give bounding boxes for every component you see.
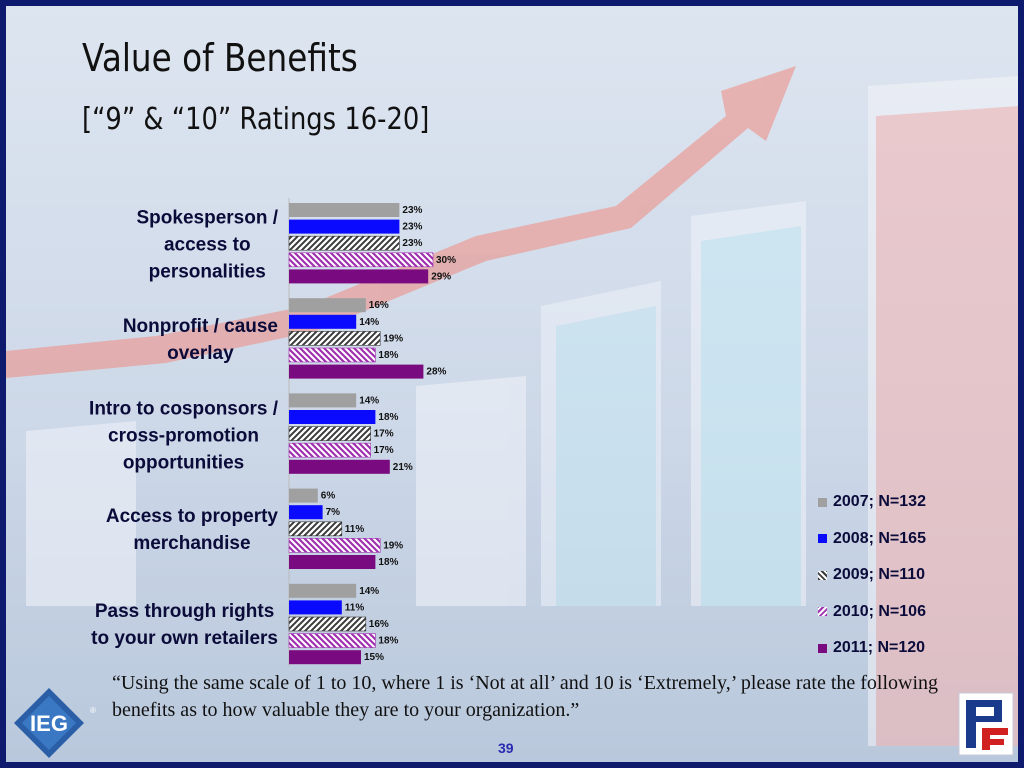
bar-5-2008: [289, 600, 342, 615]
data-label-3-2010: 17%: [374, 445, 394, 456]
legend-swatch-2009: [818, 570, 827, 580]
bar-5-2011: [289, 650, 361, 665]
bar-3-2011: [289, 459, 390, 474]
chart-legend: 2007; N=132 2008; N=165 2009; N=110 2010…: [818, 484, 926, 667]
data-label-1-2007: 23%: [402, 205, 422, 216]
data-label-4-2007: 6%: [321, 491, 336, 502]
slide-subtitle: [“9” & “10” Ratings 16-20]: [82, 102, 430, 137]
legend-swatch-2011: [818, 643, 827, 653]
data-label-2-2011: 28%: [426, 367, 446, 378]
data-label-1-2010: 30%: [436, 255, 456, 266]
bar-3-2007: [289, 393, 357, 408]
category-label-nonprofit: Nonprofit / cause overlay: [122, 316, 278, 364]
bar-4-2008: [289, 505, 323, 520]
data-label-1-2011: 29%: [431, 271, 451, 282]
data-label-4-2008: 7%: [326, 507, 341, 518]
category-label-retailers: Pass through rights to your own retailer…: [91, 601, 278, 649]
data-label-2-2010: 18%: [378, 350, 398, 361]
bar-1-2010: [288, 252, 434, 268]
bar-3-2009: [288, 426, 371, 441]
legend-label-2010: 2010; N=106: [833, 602, 926, 620]
data-label-5-2009: 16%: [369, 619, 389, 630]
data-label-3-2009: 17%: [374, 429, 394, 440]
bar-1-2008: [289, 219, 400, 234]
data-label-4-2009: 11%: [345, 524, 365, 535]
data-label-2-2008: 14%: [359, 317, 379, 328]
bar-4-2011: [289, 555, 376, 569]
data-label-2-2009: 19%: [383, 333, 403, 344]
bar-4-2007: [289, 488, 318, 503]
legend-label-2007: 2007; N=132: [833, 493, 926, 511]
data-label-2-2007: 16%: [369, 300, 389, 311]
pf-logo: [958, 692, 1014, 756]
slide-title: Value of Benefits: [82, 36, 358, 80]
bar-3-2008: [289, 410, 376, 424]
bar-4-2010: [288, 538, 381, 553]
bar-2-2008: [289, 314, 357, 329]
background-growth-bars-art: [6, 66, 1018, 746]
legend-label-2011: 2011; N=120: [833, 639, 926, 657]
legend-swatch-2008: [818, 534, 827, 544]
legend-swatch-2007: [818, 497, 827, 507]
legend-swatch-2010: [818, 607, 827, 617]
bar-4-2009: [288, 521, 343, 537]
bar-5-2009: [288, 616, 367, 632]
bar-3-2010: [288, 442, 371, 458]
legend-item-2007: 2007; N=132: [818, 484, 926, 521]
legend-label-2009: 2009; N=110: [833, 566, 926, 584]
slide: Value of Benefits [“9” & “10” Ratings 16…: [6, 6, 1018, 762]
page-number: 39: [498, 740, 514, 756]
data-label-4-2011: 18%: [378, 557, 398, 568]
legend-label-2008: 2008; N=165: [833, 529, 926, 547]
legend-item-2010: 2010; N=106: [818, 594, 926, 631]
bar-2-2007: [289, 298, 366, 313]
bar-5-2010: [288, 633, 376, 648]
data-label-1-2008: 23%: [402, 222, 422, 233]
bar-5-2007: [289, 583, 357, 598]
category-label-spokesperson: Spokesperson / access to personalities: [136, 207, 279, 283]
survey-question-footnote: “Using the same scale of 1 to 10, where …: [112, 672, 939, 721]
svg-text:®: ®: [90, 706, 96, 715]
category-label-merchandise: Access to property merchandise: [105, 506, 278, 554]
bar-2-2011: [289, 364, 424, 379]
data-label-5-2007: 14%: [359, 586, 379, 597]
category-label-cosponsors: Intro to cosponsors / cross-promotion op…: [89, 398, 278, 474]
data-label-3-2011: 21%: [393, 462, 413, 473]
data-label-5-2011: 15%: [364, 652, 384, 663]
data-label-3-2008: 18%: [378, 412, 398, 423]
bar-2-2009: [288, 331, 381, 346]
ieg-logo-text: IEG: [30, 711, 68, 736]
data-label-5-2010: 18%: [378, 636, 398, 647]
legend-item-2008: 2008; N=165: [818, 521, 926, 558]
bar-1-2007: [289, 203, 400, 217]
bar-1-2009: [288, 235, 400, 251]
bar-2-2010: [288, 347, 376, 363]
data-label-5-2008: 11%: [345, 602, 365, 613]
bar-1-2011: [289, 269, 429, 284]
legend-item-2011: 2011; N=120: [818, 630, 926, 667]
legend-item-2009: 2009; N=110: [818, 557, 926, 594]
ieg-logo: IEG ®: [14, 688, 96, 758]
data-label-3-2007: 14%: [359, 395, 379, 406]
data-label-1-2009: 23%: [402, 238, 422, 249]
data-label-4-2010: 19%: [383, 540, 403, 551]
bar-chart: 23% 23% 23% 30% 29% 16% 14% 19% 18% 28% 14% 18% 17% 1…: [288, 198, 456, 666]
